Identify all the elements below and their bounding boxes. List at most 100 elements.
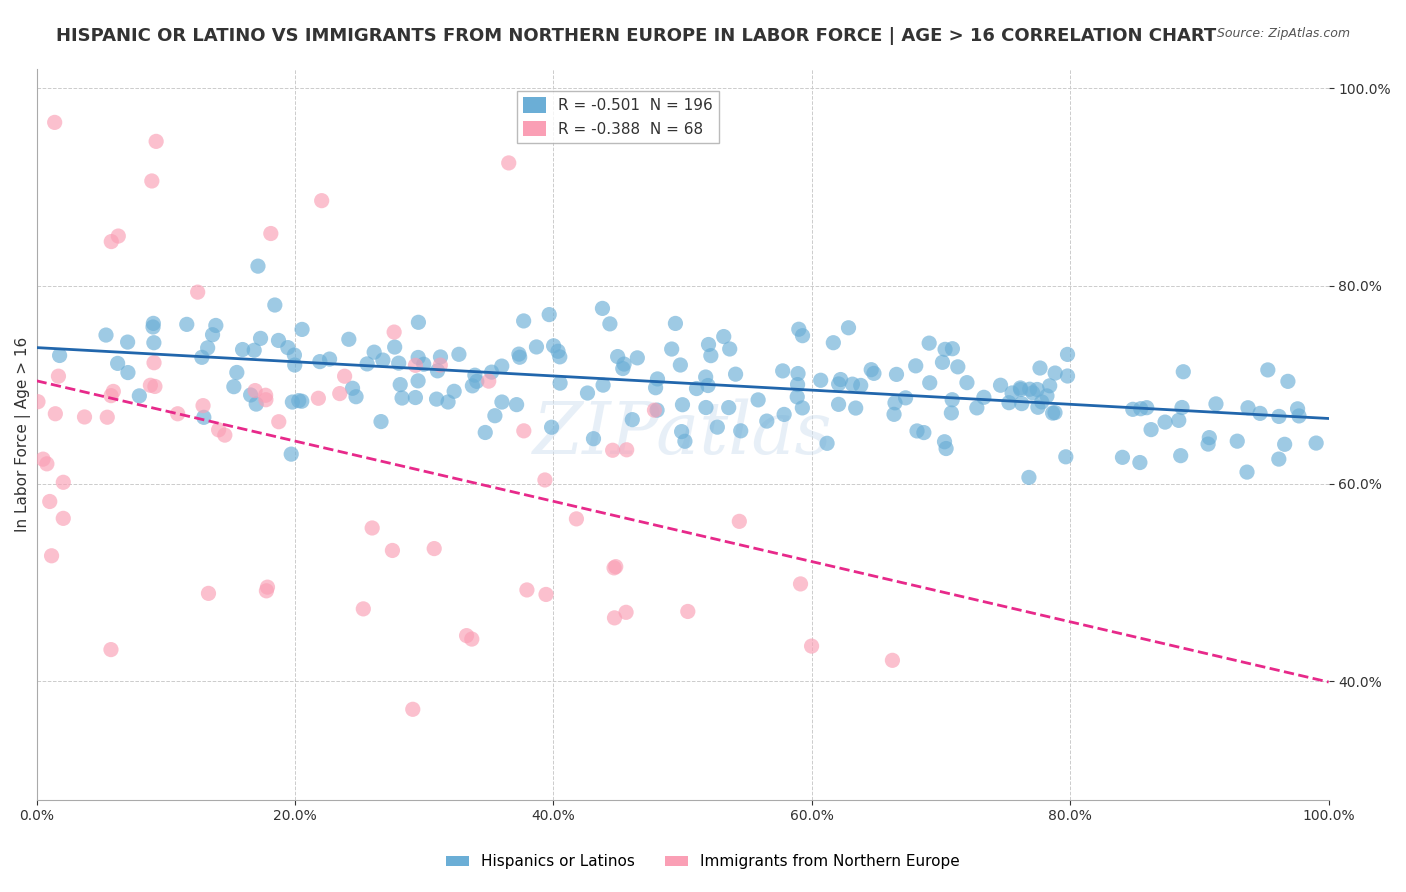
Point <box>547 344 569 359</box>
Point <box>1043 406 1066 420</box>
Text: Source: ZipAtlas.com: Source: ZipAtlas.com <box>1216 27 1350 40</box>
Point <box>599 317 621 331</box>
Point <box>423 541 446 556</box>
Point <box>1056 347 1078 361</box>
Point <box>912 425 935 440</box>
Point <box>277 341 299 355</box>
Point <box>605 559 627 574</box>
Point <box>860 362 883 376</box>
Point <box>100 235 122 249</box>
Point <box>1249 406 1271 420</box>
Point <box>456 629 478 643</box>
Point <box>107 356 129 370</box>
Point <box>884 396 907 410</box>
Point <box>356 357 378 371</box>
Point <box>1036 389 1059 403</box>
Point <box>966 401 988 415</box>
Point <box>845 401 868 415</box>
Point <box>1277 375 1299 389</box>
Point <box>773 408 796 422</box>
Point <box>647 372 669 386</box>
Point <box>145 134 167 148</box>
Point <box>128 389 150 403</box>
Point <box>1257 363 1279 377</box>
Point <box>461 379 484 393</box>
Point <box>474 425 496 440</box>
Point <box>1018 382 1040 396</box>
Point <box>706 420 728 434</box>
Point <box>465 375 488 389</box>
Point <box>697 337 720 351</box>
Point <box>676 604 699 618</box>
Point <box>44 115 66 129</box>
Point <box>1129 456 1152 470</box>
Point <box>1154 415 1177 429</box>
Point <box>1197 437 1219 451</box>
Point <box>849 378 872 392</box>
Point <box>728 514 751 528</box>
Point <box>837 320 859 334</box>
Point <box>1042 406 1064 420</box>
Point <box>941 392 963 407</box>
Point <box>1136 401 1159 415</box>
Point <box>484 409 506 423</box>
Point <box>614 605 637 619</box>
Point <box>534 587 557 601</box>
Point <box>747 392 769 407</box>
Point <box>382 325 405 339</box>
Point <box>139 378 162 392</box>
Point <box>1237 401 1260 415</box>
Point <box>142 320 165 334</box>
Point <box>1268 409 1291 424</box>
Point <box>491 395 513 409</box>
Point <box>254 392 277 407</box>
Point <box>1129 401 1152 416</box>
Point <box>254 388 277 402</box>
Point <box>239 388 262 402</box>
Point <box>863 367 886 381</box>
Point <box>52 511 75 525</box>
Point <box>621 412 644 426</box>
Point <box>613 357 636 371</box>
Point <box>941 406 963 420</box>
Point <box>309 354 332 368</box>
Point <box>267 415 290 429</box>
Point <box>412 357 434 371</box>
Point <box>516 582 538 597</box>
Point <box>283 348 305 362</box>
Point <box>381 543 404 558</box>
Point <box>142 317 165 331</box>
Point <box>789 577 811 591</box>
Point <box>645 403 668 417</box>
Point <box>1026 383 1049 397</box>
Point <box>582 432 605 446</box>
Point <box>1018 470 1040 484</box>
Point <box>904 359 927 373</box>
Point <box>508 347 530 361</box>
Point <box>512 314 534 328</box>
Point <box>543 339 565 353</box>
Point <box>260 227 283 241</box>
Point <box>243 384 266 398</box>
Point <box>44 407 66 421</box>
Point <box>934 343 956 357</box>
Point <box>443 384 465 399</box>
Point <box>697 378 720 392</box>
Point <box>787 322 810 336</box>
Point <box>370 415 392 429</box>
Point <box>886 368 908 382</box>
Point <box>538 308 561 322</box>
Point <box>1170 449 1192 463</box>
Point <box>96 410 118 425</box>
Point <box>48 369 70 384</box>
Point <box>1236 465 1258 479</box>
Point <box>205 318 228 333</box>
Point <box>478 374 501 388</box>
Point <box>792 401 814 415</box>
Point <box>772 364 794 378</box>
Point <box>1001 386 1024 401</box>
Point <box>730 424 752 438</box>
Point <box>243 343 266 358</box>
Point <box>671 425 693 439</box>
Point <box>956 376 979 390</box>
